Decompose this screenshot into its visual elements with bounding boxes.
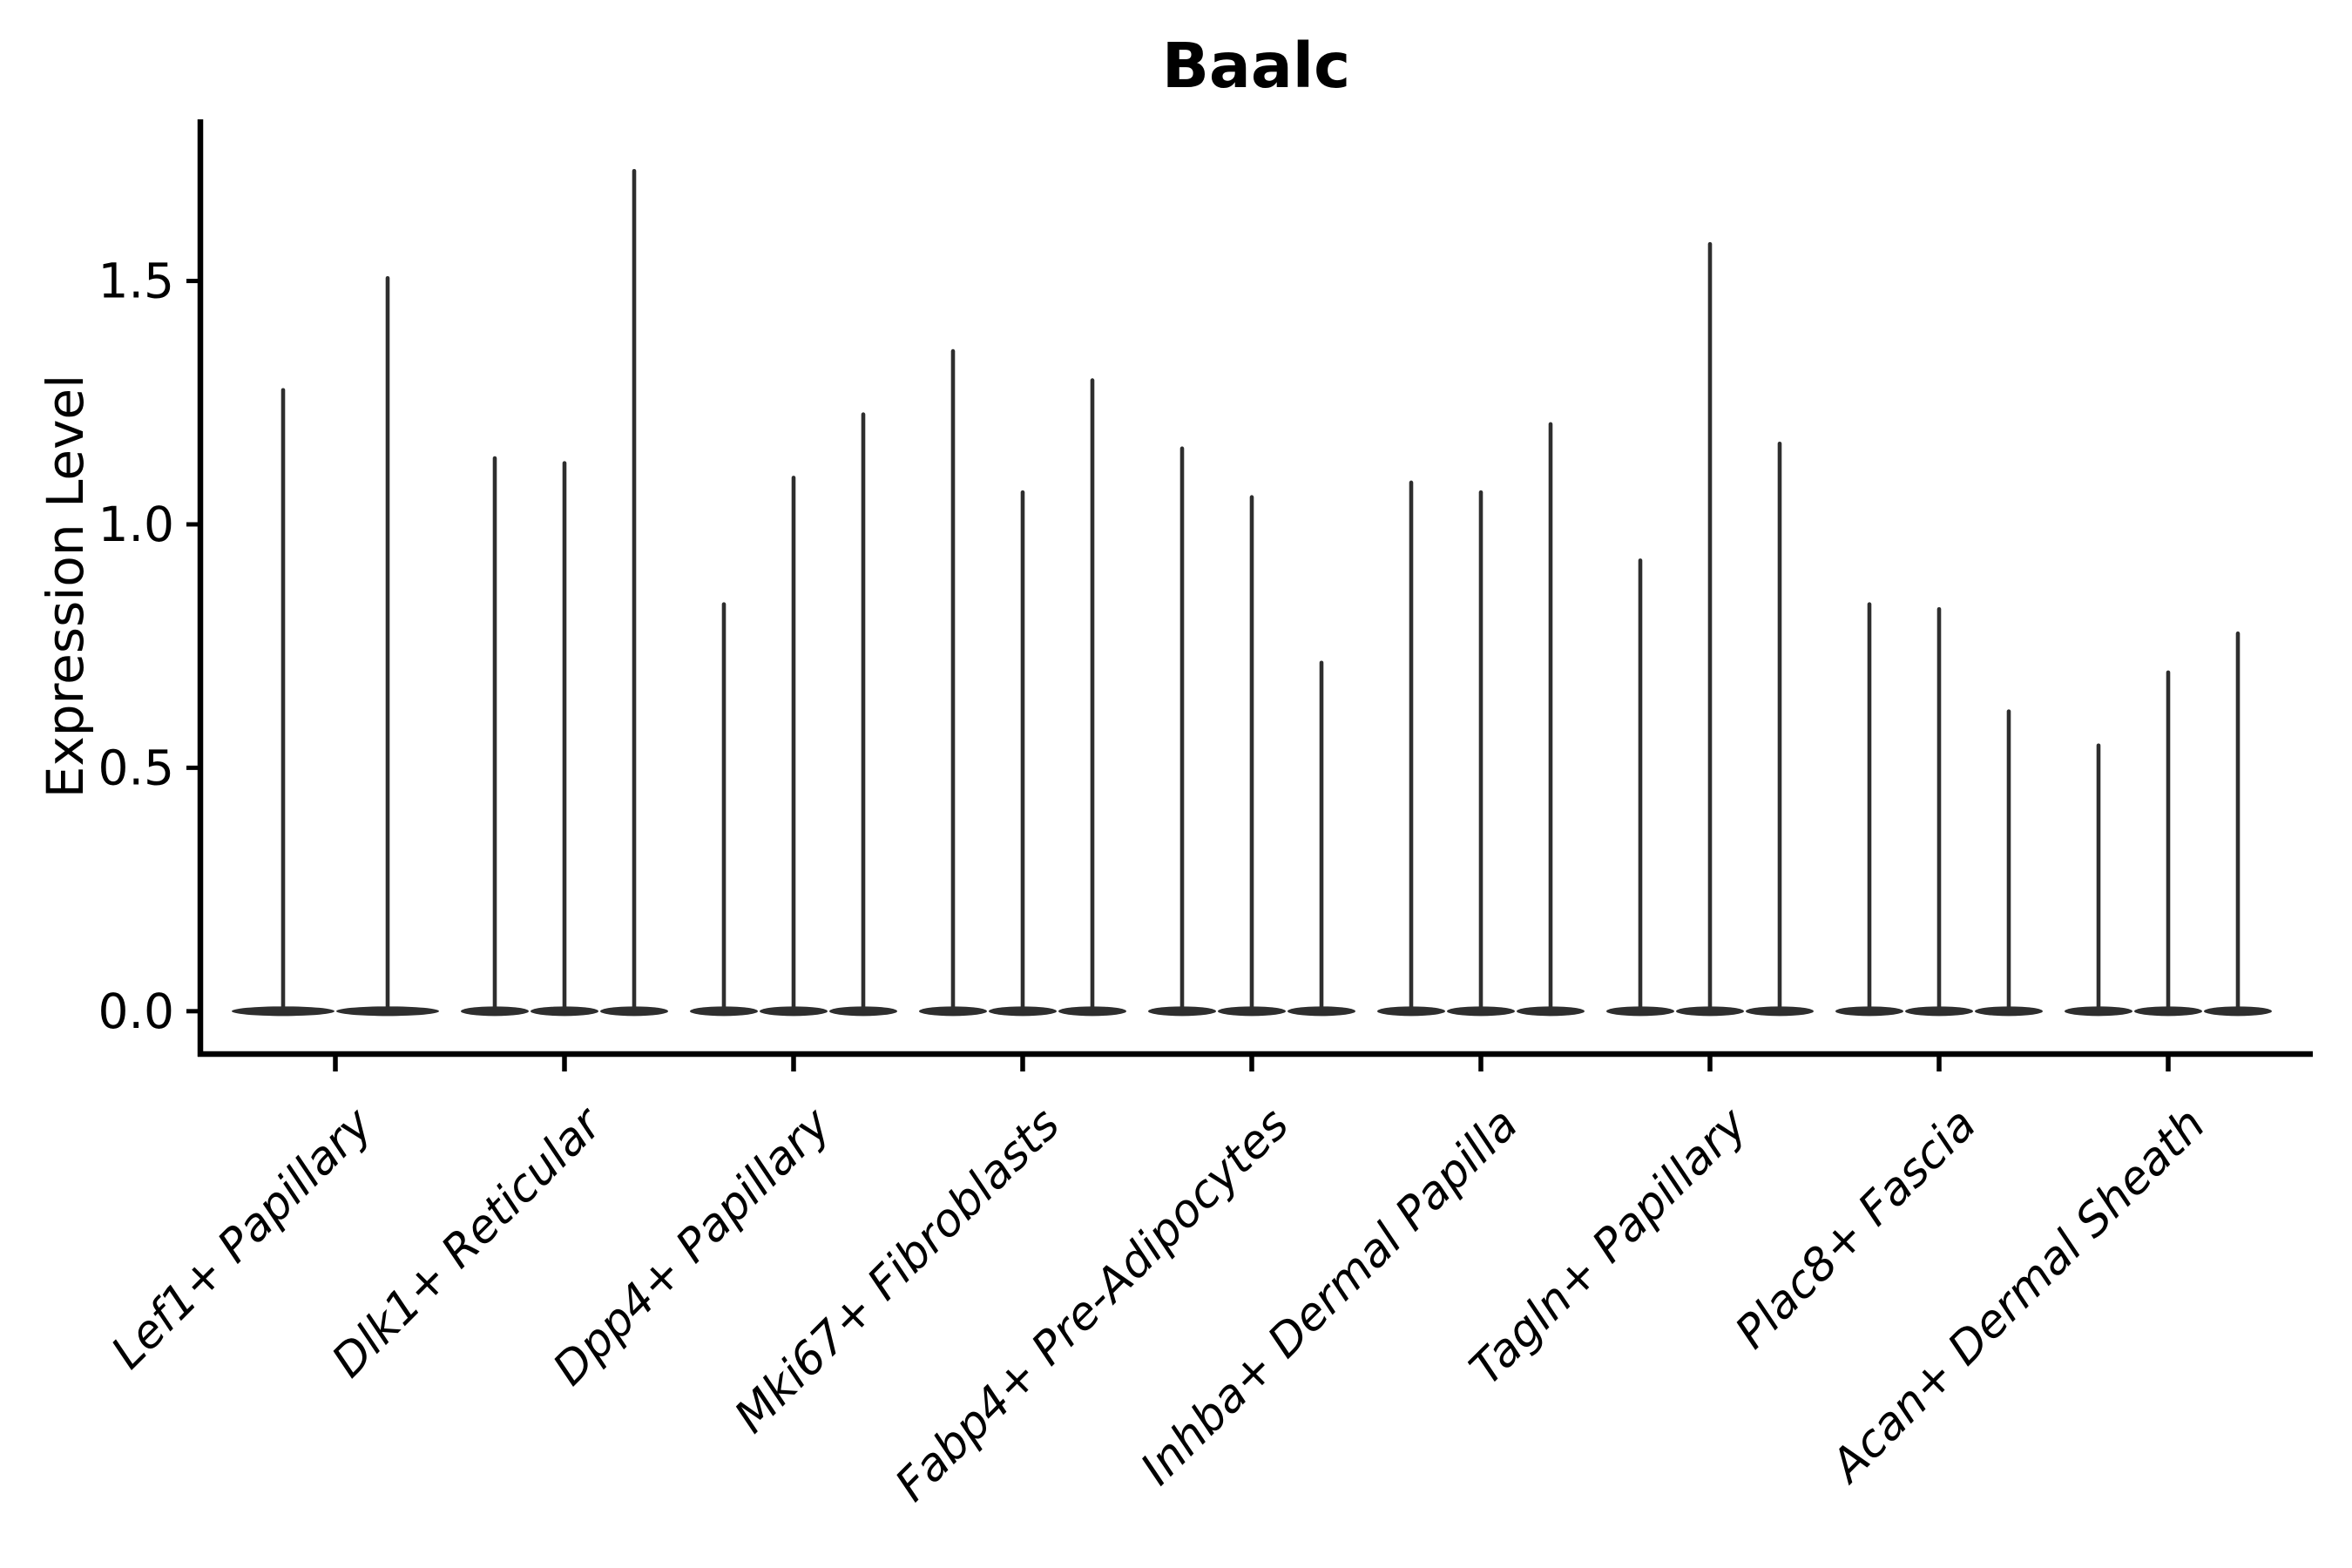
violin-spike [1707,241,1713,1011]
y-axis-labels: 0.0 0.5 1.0 1.5 [98,253,174,1039]
x-tick-label: Fabp4+ Pre-Adipocytes [886,1098,1300,1512]
violin [600,169,668,1017]
chart-title: Baalc [1162,30,1350,102]
violin [1517,422,1585,1017]
violin [2065,743,2132,1017]
violin-spike [1179,446,1185,1011]
violin-spike [1867,602,1872,1011]
violin [829,412,897,1017]
violin-spike [791,476,796,1011]
violin-spike [1249,495,1254,1011]
violin [1606,558,1674,1017]
violin [232,388,335,1017]
violin [989,490,1057,1017]
violin [531,461,598,1017]
violin-spike [1478,490,1484,1011]
violin [1148,446,1216,1017]
y-tick-label: 1.5 [98,253,174,309]
violin-spike [2166,670,2171,1011]
violins-layer [232,169,2272,1017]
x-tick-label: Inhba+ Dermal Papilla [1131,1098,1528,1496]
x-tick-label: Plac8+ Fascia [1726,1098,1986,1359]
violin [1218,495,1286,1017]
violin-spike [721,602,727,1011]
y-tick-label: 1.0 [98,497,174,552]
violin [1905,606,1973,1017]
violin-spike [2096,743,2101,1011]
violin [1288,660,1355,1017]
violin-spike [1777,441,1782,1011]
violin [919,348,987,1017]
violin [461,456,529,1017]
violin [2134,670,2202,1017]
violin [1746,441,1814,1017]
violin-spike [1548,422,1553,1011]
violin-spike [492,456,497,1011]
x-tick-label: Acan+ Dermal Sheath [1820,1098,2215,1494]
violin-spike [950,348,956,1011]
violin [2204,631,2272,1017]
violin [1447,490,1515,1017]
violin-spike [1936,606,1942,1011]
violin [1377,480,1445,1017]
violin-spike [385,275,390,1011]
y-tick-label: 0.5 [98,740,174,795]
y-tick-label: 0.0 [98,983,174,1039]
violin-spike [632,169,637,1011]
violin-spike [1638,558,1643,1011]
violin-spike [2006,709,2011,1011]
violin-spike [562,461,567,1011]
violin [690,602,758,1017]
violin [1676,241,1744,1017]
violin [1835,602,1903,1017]
violin-spike [1020,490,1025,1011]
violin-spike [1409,480,1414,1011]
axes-layer [186,119,2313,1071]
violin [336,275,439,1017]
violin [1058,378,1126,1017]
violin-spike [1090,378,1095,1011]
violin-spike [1319,660,1324,1011]
violin-spike [2235,631,2240,1011]
violin-spike [861,412,866,1011]
y-axis-title: Expression Level [36,375,95,798]
violin-spike [280,388,286,1011]
violin [1975,709,2043,1017]
violin [760,476,828,1017]
